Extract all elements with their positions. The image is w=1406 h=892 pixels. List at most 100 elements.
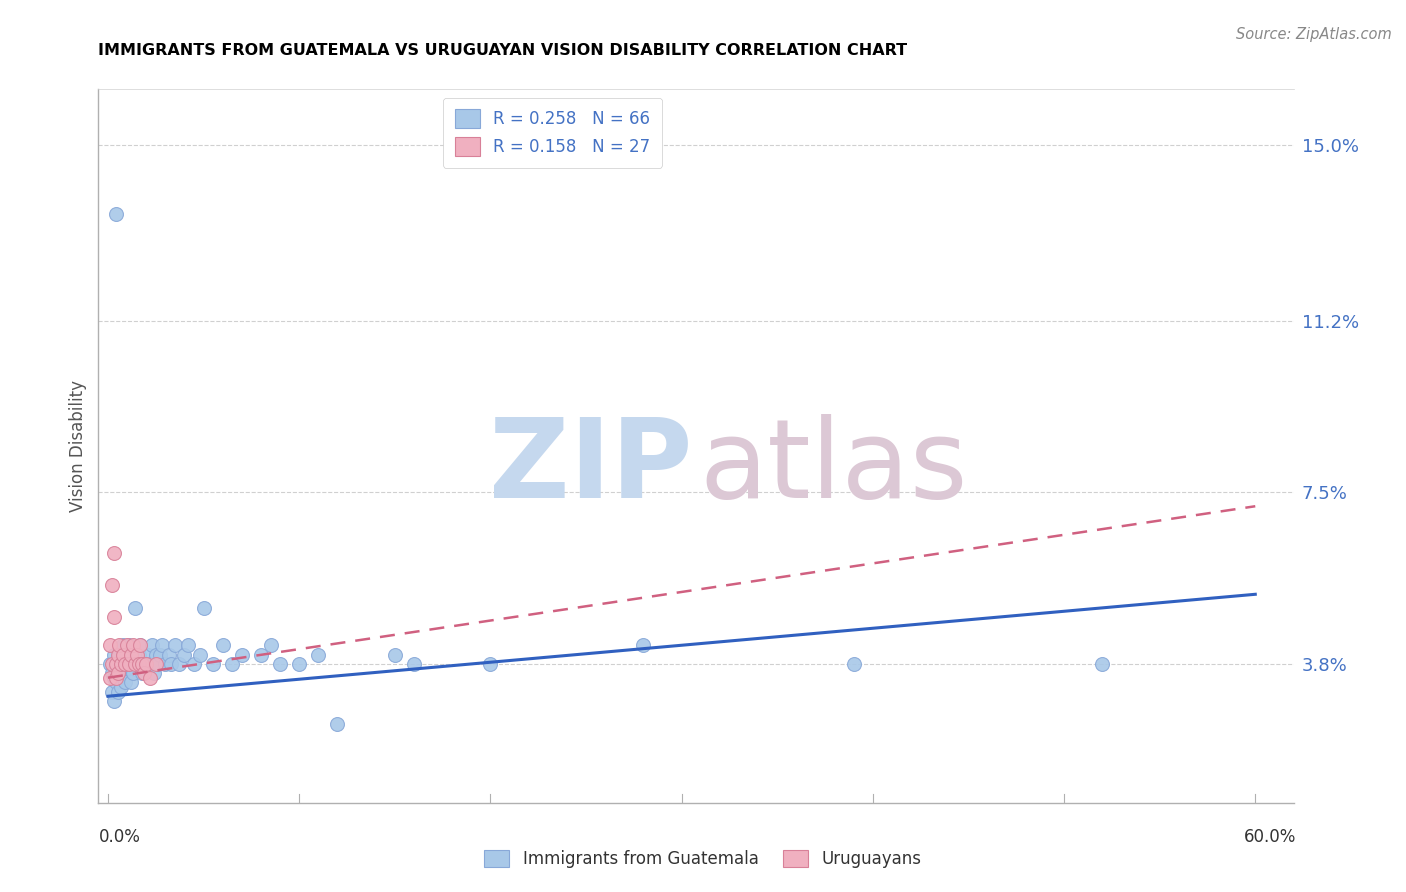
Point [104,207,127,221]
Point [118,638,141,652]
Point [139,657,162,671]
Point [107,666,129,681]
Point [104,657,127,671]
Point [114,657,136,671]
Point [101,657,124,671]
Text: 0.0%: 0.0% [98,828,141,846]
Point [124,601,146,615]
Point [193,601,215,615]
Point [155,657,177,671]
Point [134,666,156,681]
Point [118,657,141,671]
Point [131,657,153,671]
Point [98,638,121,652]
Point [104,675,127,690]
Point [129,638,152,652]
Point [135,657,157,671]
Point [103,671,125,685]
Point [107,666,129,681]
Point [103,545,125,559]
Point [114,657,136,671]
Point [150,638,173,652]
Point [326,717,349,731]
Point [114,675,136,690]
Point [188,648,211,662]
Point [842,657,865,671]
Point [250,648,273,662]
Point [269,657,291,671]
Point [112,648,135,662]
Point [125,657,148,671]
Point [149,648,172,662]
Point [112,666,135,681]
Point [107,684,129,698]
Point [1091,657,1114,671]
Text: 60.0%: 60.0% [1244,828,1296,846]
Point [121,638,143,652]
Legend: R = 0.258   N = 66, R = 0.158   N = 27: R = 0.258 N = 66, R = 0.158 N = 27 [443,97,662,168]
Text: Source: ZipAtlas.com: Source: ZipAtlas.com [1236,27,1392,42]
Point [202,657,225,671]
Text: IMMIGRANTS FROM GUATEMALA VS URUGUAYAN VISION DISABILITY CORRELATION CHART: IMMIGRANTS FROM GUATEMALA VS URUGUAYAN V… [98,43,907,58]
Point [183,657,205,671]
Point [110,657,132,671]
Point [115,648,138,662]
Point [128,657,150,671]
Point [141,638,163,652]
Point [402,657,425,671]
Point [384,648,406,662]
Point [103,694,125,708]
Point [633,638,655,652]
Point [108,638,131,652]
Point [120,657,142,671]
Point [134,657,156,671]
Point [98,657,121,671]
Text: ZIP: ZIP [489,414,692,521]
Point [135,657,157,671]
Point [103,648,125,662]
Text: atlas: atlas [700,414,969,521]
Point [107,648,129,662]
Point [221,657,243,671]
Point [108,648,131,662]
Point [104,657,127,671]
Point [145,648,167,662]
Point [131,666,153,681]
Point [125,648,148,662]
Point [136,648,159,662]
Point [110,657,132,671]
Point [288,657,311,671]
Point [146,657,169,671]
Point [160,657,183,671]
Point [259,638,281,652]
Point [142,666,165,681]
Point [115,638,138,652]
Point [173,648,195,662]
Point [211,638,233,652]
Point [98,671,121,685]
Point [104,671,127,685]
Point [139,671,162,685]
Point [120,675,142,690]
Point [479,657,502,671]
Point [121,666,143,681]
Point [163,638,186,652]
Point [112,638,135,652]
Legend: Immigrants from Guatemala, Uruguayans: Immigrants from Guatemala, Uruguayans [478,843,928,875]
Point [145,657,167,671]
Point [108,661,131,675]
Point [110,680,132,694]
Y-axis label: Vision Disability: Vision Disability [69,380,87,512]
Point [124,657,146,671]
Point [157,648,180,662]
Point [128,648,150,662]
Point [307,648,329,662]
Point [101,684,124,698]
Point [177,638,200,652]
Point [120,648,142,662]
Point [129,638,152,652]
Point [231,648,253,662]
Point [103,610,125,624]
Point [101,578,124,592]
Point [167,657,190,671]
